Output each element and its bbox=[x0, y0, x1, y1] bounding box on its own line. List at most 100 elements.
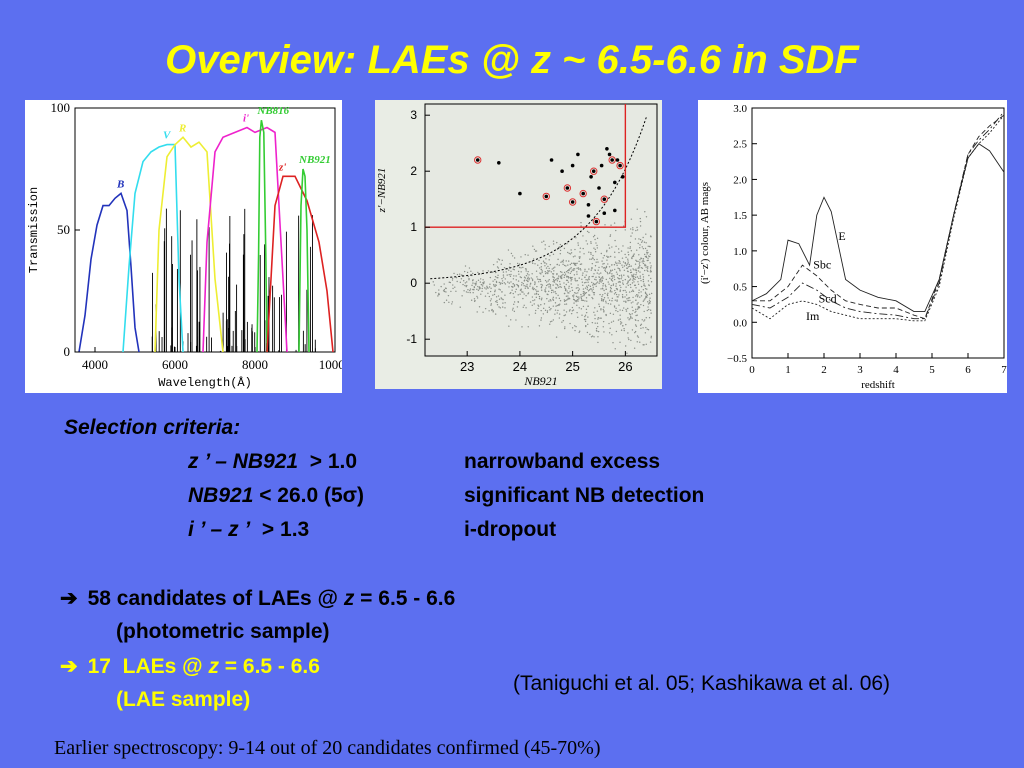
field-point bbox=[606, 271, 608, 274]
field-point bbox=[530, 277, 532, 279]
field-point bbox=[523, 293, 525, 295]
field-point bbox=[573, 302, 575, 304]
field-point bbox=[472, 279, 474, 282]
field-point bbox=[549, 287, 552, 289]
field-point bbox=[479, 281, 482, 283]
field-point bbox=[520, 267, 522, 269]
field-point bbox=[554, 302, 557, 304]
field-point bbox=[642, 300, 645, 302]
field-point bbox=[612, 320, 615, 322]
field-point bbox=[447, 294, 450, 297]
field-point bbox=[617, 319, 620, 321]
field-point bbox=[490, 287, 492, 290]
x-tick-label: 6 bbox=[965, 364, 971, 376]
field-point bbox=[560, 276, 563, 278]
field-point bbox=[454, 286, 456, 288]
field-point bbox=[645, 317, 647, 319]
field-point bbox=[648, 299, 651, 301]
field-point bbox=[526, 280, 529, 282]
field-point bbox=[648, 308, 650, 311]
field-point bbox=[470, 299, 473, 301]
field-point bbox=[502, 274, 505, 276]
field-point bbox=[438, 289, 440, 291]
field-point bbox=[594, 238, 596, 241]
field-point bbox=[492, 271, 494, 273]
field-point bbox=[467, 289, 469, 291]
field-point bbox=[633, 273, 635, 276]
field-point bbox=[614, 299, 616, 301]
field-point bbox=[542, 275, 545, 277]
field-point bbox=[564, 326, 566, 328]
field-point bbox=[627, 258, 629, 260]
field-point bbox=[512, 278, 515, 280]
field-point bbox=[643, 269, 646, 272]
legend-label-NB816: NB816 bbox=[256, 105, 289, 117]
field-point bbox=[567, 298, 569, 300]
field-point bbox=[556, 278, 558, 280]
field-point bbox=[480, 273, 483, 275]
field-point bbox=[508, 286, 510, 288]
field-point bbox=[559, 303, 561, 305]
field-point bbox=[646, 288, 648, 290]
series-label-sbc: Sbc bbox=[813, 258, 831, 272]
field-point bbox=[579, 247, 582, 249]
field-point bbox=[634, 311, 636, 314]
field-point bbox=[588, 251, 590, 253]
field-point bbox=[605, 266, 608, 269]
field-point bbox=[593, 294, 595, 296]
field-point bbox=[484, 307, 487, 310]
field-point bbox=[574, 279, 576, 281]
field-point bbox=[552, 299, 555, 301]
field-point bbox=[559, 252, 562, 255]
field-point bbox=[617, 248, 620, 250]
field-point bbox=[461, 295, 463, 297]
field-point bbox=[515, 319, 517, 321]
field-point bbox=[539, 278, 541, 281]
series-label-scd: Scd bbox=[819, 291, 837, 305]
field-point bbox=[631, 274, 633, 276]
field-point bbox=[606, 249, 608, 252]
field-point bbox=[525, 295, 527, 297]
field-point bbox=[611, 280, 614, 282]
field-point bbox=[579, 330, 581, 332]
field-point bbox=[635, 272, 638, 274]
candidate-point bbox=[586, 203, 591, 207]
field-point bbox=[583, 293, 585, 296]
field-point bbox=[589, 333, 591, 336]
field-point bbox=[597, 269, 599, 271]
field-point bbox=[599, 293, 601, 296]
field-point bbox=[582, 235, 584, 237]
field-point bbox=[590, 258, 593, 260]
candidate-point bbox=[607, 152, 612, 157]
field-point bbox=[496, 261, 498, 263]
field-point bbox=[553, 277, 555, 279]
candidate-point bbox=[613, 180, 617, 185]
field-point bbox=[577, 300, 579, 302]
field-point bbox=[544, 271, 546, 273]
field-point bbox=[575, 263, 577, 265]
field-point bbox=[568, 285, 570, 288]
x-tick-label: 8000 bbox=[242, 357, 268, 372]
field-point bbox=[627, 299, 629, 302]
field-point bbox=[647, 257, 649, 259]
field-point bbox=[596, 322, 599, 324]
field-point bbox=[548, 306, 550, 309]
field-point bbox=[615, 293, 618, 296]
field-point bbox=[550, 289, 553, 292]
field-point bbox=[610, 287, 612, 290]
field-point bbox=[646, 253, 648, 255]
field-point bbox=[600, 281, 602, 283]
field-point bbox=[567, 276, 569, 278]
field-point bbox=[575, 237, 577, 239]
field-point bbox=[520, 256, 522, 258]
field-point bbox=[645, 296, 647, 299]
field-point bbox=[531, 288, 534, 290]
field-point bbox=[609, 327, 611, 330]
field-point bbox=[636, 294, 638, 296]
field-point bbox=[583, 282, 586, 284]
field-point bbox=[641, 267, 644, 270]
field-point bbox=[484, 295, 487, 297]
field-point bbox=[577, 267, 580, 269]
field-point bbox=[525, 274, 528, 277]
field-point bbox=[625, 264, 628, 267]
